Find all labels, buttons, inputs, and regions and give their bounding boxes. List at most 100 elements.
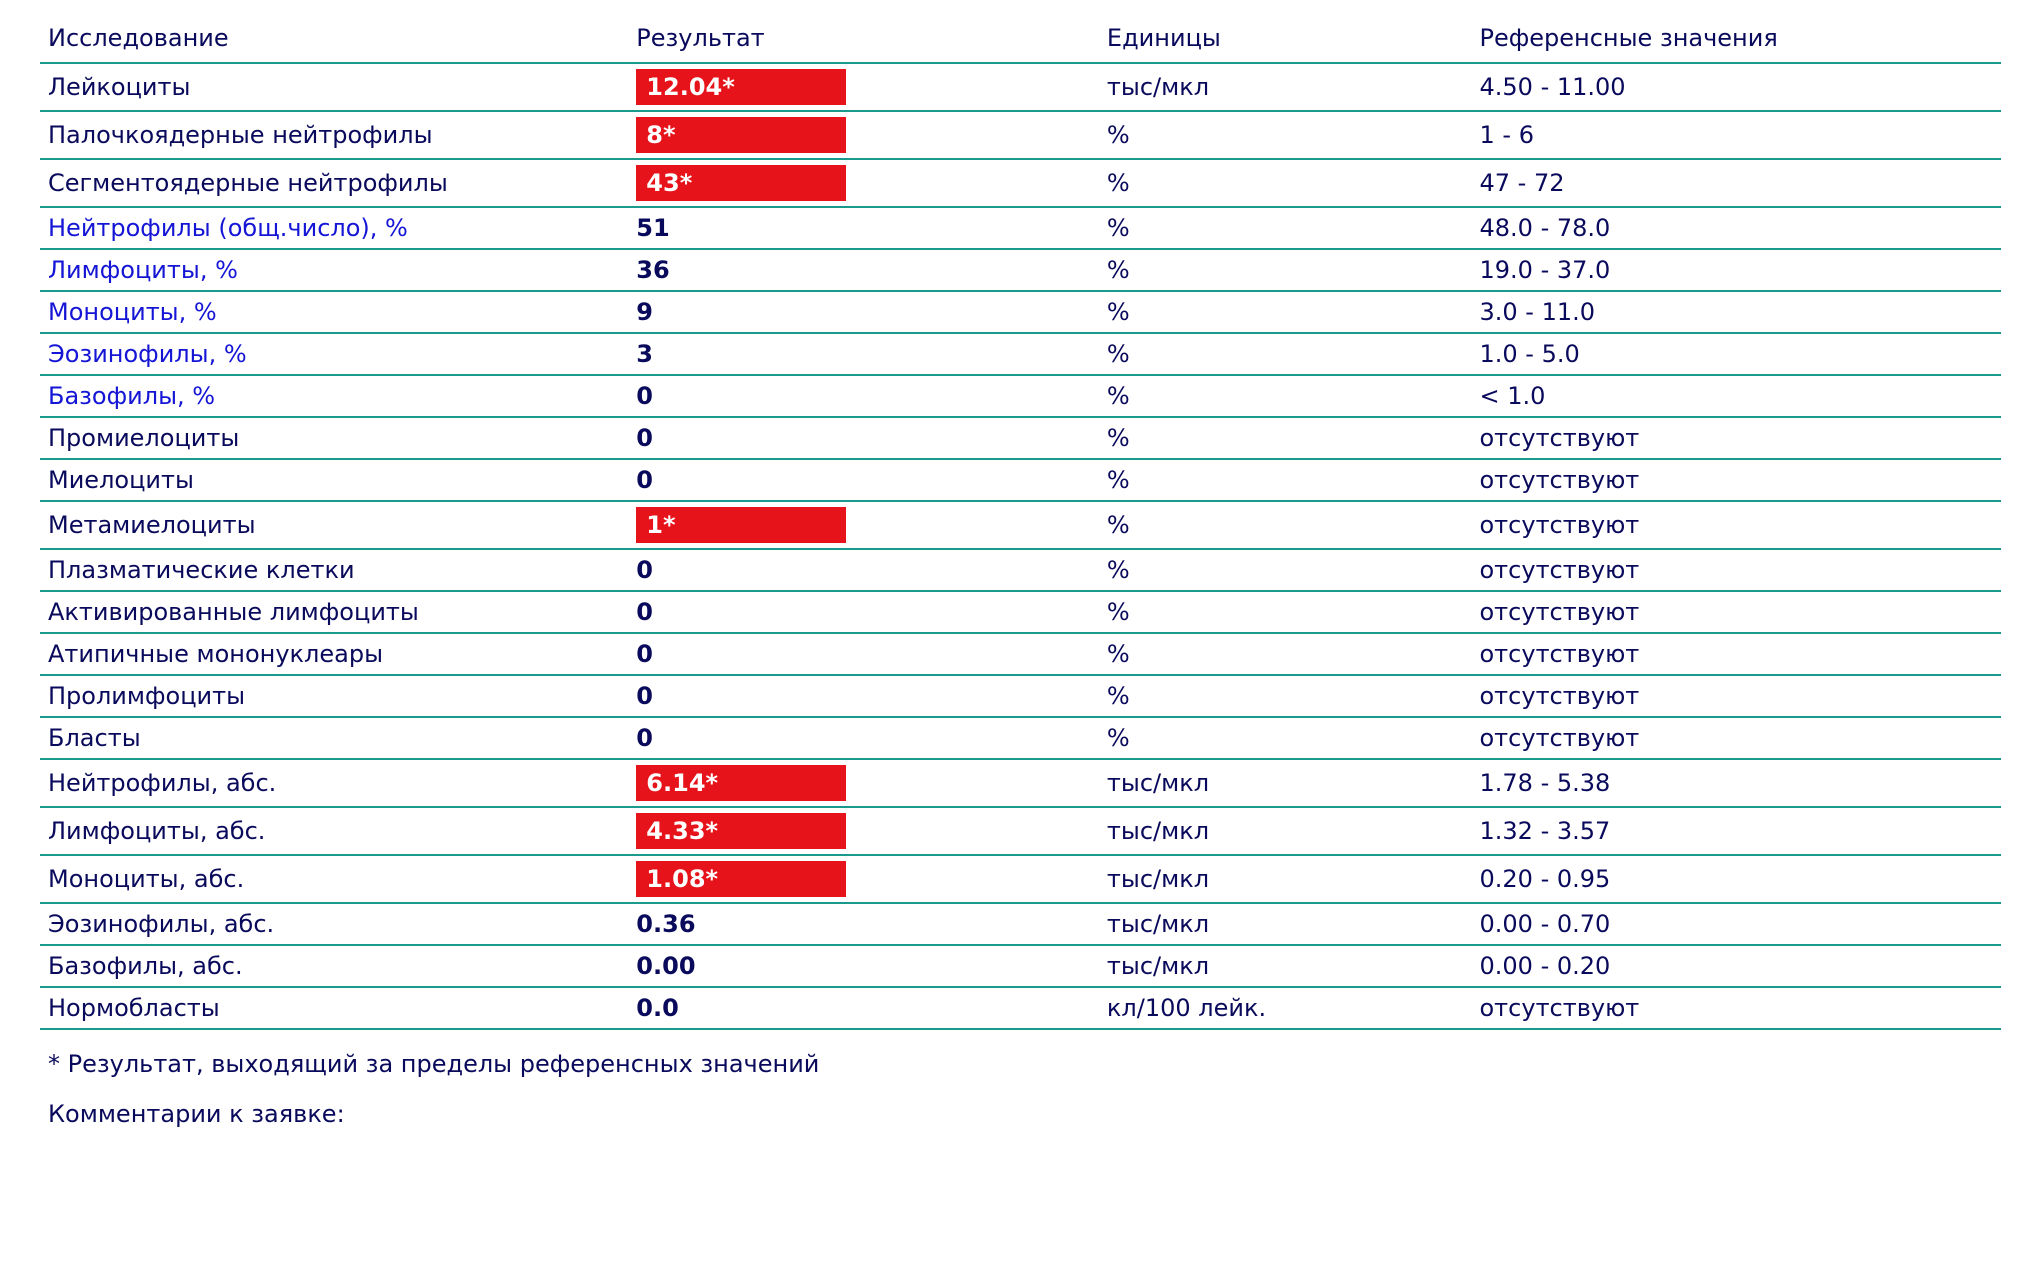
row-name: Атипичные мононуклеары (40, 633, 628, 675)
row-result: 0 (628, 417, 1099, 459)
row-reference: отсутствуют (1472, 501, 2002, 549)
row-name[interactable]: Эозинофилы, % (40, 333, 628, 375)
row-result: 9 (628, 291, 1099, 333)
row-reference: отсутствуют (1472, 675, 2002, 717)
row-result: 1.08* (628, 855, 1099, 903)
row-reference: 47 - 72 (1472, 159, 2002, 207)
out-of-range-flag: 4.33* (636, 813, 846, 849)
table-row: Моноциты, %9%3.0 - 11.0 (40, 291, 2001, 333)
row-units: кл/100 лейк. (1099, 987, 1472, 1029)
table-row: Нормобласты0.0кл/100 лейк.отсутствуют (40, 987, 2001, 1029)
table-row: Плазматические клетки0%отсутствуют (40, 549, 2001, 591)
row-reference: отсутствуют (1472, 459, 2002, 501)
row-reference: отсутствуют (1472, 417, 2002, 459)
out-of-range-flag: 8* (636, 117, 846, 153)
row-reference: отсутствуют (1472, 717, 2002, 759)
row-units: % (1099, 717, 1472, 759)
row-reference: 19.0 - 37.0 (1472, 249, 2002, 291)
out-of-range-flag: 1.08* (636, 861, 846, 897)
row-result: 0 (628, 675, 1099, 717)
row-reference: отсутствуют (1472, 987, 2002, 1029)
row-name[interactable]: Нейтрофилы (общ.число), % (40, 207, 628, 249)
row-name[interactable]: Базофилы, % (40, 375, 628, 417)
row-reference: отсутствуют (1472, 591, 2002, 633)
row-units: тыс/мкл (1099, 855, 1472, 903)
out-of-range-flag: 43* (636, 165, 846, 201)
row-units: % (1099, 333, 1472, 375)
row-units: тыс/мкл (1099, 945, 1472, 987)
row-result: 12.04* (628, 63, 1099, 111)
row-result: 0.36 (628, 903, 1099, 945)
table-row: Миелоциты0%отсутствуют (40, 459, 2001, 501)
row-name: Активированные лимфоциты (40, 591, 628, 633)
row-reference: < 1.0 (1472, 375, 2002, 417)
row-name: Лейкоциты (40, 63, 628, 111)
row-units: % (1099, 549, 1472, 591)
row-result: 0 (628, 549, 1099, 591)
row-result: 43* (628, 159, 1099, 207)
row-units: тыс/мкл (1099, 63, 1472, 111)
table-row: Палочкоядерные нейтрофилы8*%1 - 6 (40, 111, 2001, 159)
out-of-range-flag: 1* (636, 507, 846, 543)
table-row: Нейтрофилы (общ.число), %51%48.0 - 78.0 (40, 207, 2001, 249)
row-result: 4.33* (628, 807, 1099, 855)
footnote-out-of-range: * Результат, выходящий за пределы рефере… (40, 1050, 2001, 1078)
row-result: 0 (628, 459, 1099, 501)
row-reference: 0.00 - 0.70 (1472, 903, 2002, 945)
row-units: тыс/мкл (1099, 903, 1472, 945)
row-reference: 0.00 - 0.20 (1472, 945, 2002, 987)
row-reference: 1 - 6 (1472, 111, 2002, 159)
row-name: Бласты (40, 717, 628, 759)
table-row: Пролимфоциты0%отсутствуют (40, 675, 2001, 717)
row-reference: 1.32 - 3.57 (1472, 807, 2002, 855)
row-reference: 48.0 - 78.0 (1472, 207, 2002, 249)
row-result: 0.0 (628, 987, 1099, 1029)
row-result: 51 (628, 207, 1099, 249)
row-result: 1* (628, 501, 1099, 549)
row-name: Базофилы, абс. (40, 945, 628, 987)
table-row: Базофилы, абс.0.00тыс/мкл0.00 - 0.20 (40, 945, 2001, 987)
row-reference: 3.0 - 11.0 (1472, 291, 2002, 333)
row-name: Сегментоядерные нейтрофилы (40, 159, 628, 207)
row-name: Метамиелоциты (40, 501, 628, 549)
row-name: Плазматические клетки (40, 549, 628, 591)
table-row: Активированные лимфоциты0%отсутствуют (40, 591, 2001, 633)
row-units: % (1099, 459, 1472, 501)
row-name[interactable]: Лимфоциты, % (40, 249, 628, 291)
table-row: Лейкоциты12.04* тыс/мкл4.50 - 11.00 (40, 63, 2001, 111)
row-reference: 4.50 - 11.00 (1472, 63, 2002, 111)
row-units: % (1099, 249, 1472, 291)
row-name[interactable]: Моноциты, % (40, 291, 628, 333)
row-units: тыс/мкл (1099, 759, 1472, 807)
table-row: Базофилы, %0%< 1.0 (40, 375, 2001, 417)
col-header-units: Единицы (1099, 18, 1472, 63)
row-result: 6.14* (628, 759, 1099, 807)
row-units: % (1099, 417, 1472, 459)
row-units: % (1099, 159, 1472, 207)
row-result: 0.00 (628, 945, 1099, 987)
row-units: тыс/мкл (1099, 807, 1472, 855)
col-header-study: Исследование (40, 18, 628, 63)
table-row: Эозинофилы, %3%1.0 - 5.0 (40, 333, 2001, 375)
table-row: Бласты0%отсутствуют (40, 717, 2001, 759)
table-row: Лимфоциты, абс.4.33*тыс/мкл1.32 - 3.57 (40, 807, 2001, 855)
out-of-range-flag: 12.04* (636, 69, 846, 105)
row-units: % (1099, 111, 1472, 159)
col-header-result: Результат (628, 18, 1099, 63)
lab-results-table: Исследование Результат Единицы Референсн… (40, 18, 2001, 1030)
row-result: 0 (628, 717, 1099, 759)
comments-label: Комментарии к заявке: (40, 1100, 2001, 1128)
row-reference: отсутствуют (1472, 633, 2002, 675)
row-name: Эозинофилы, абс. (40, 903, 628, 945)
row-result: 36 (628, 249, 1099, 291)
row-reference: 1.78 - 5.38 (1472, 759, 2002, 807)
table-row: Нейтрофилы, абс.6.14*тыс/мкл1.78 - 5.38 (40, 759, 2001, 807)
row-name: Промиелоциты (40, 417, 628, 459)
col-header-ref: Референсные значения (1472, 18, 2002, 63)
row-reference: отсутствуют (1472, 549, 2002, 591)
row-units: % (1099, 675, 1472, 717)
row-name: Нейтрофилы, абс. (40, 759, 628, 807)
row-units: % (1099, 207, 1472, 249)
table-row: Моноциты, абс.1.08*тыс/мкл0.20 - 0.95 (40, 855, 2001, 903)
row-name: Нормобласты (40, 987, 628, 1029)
